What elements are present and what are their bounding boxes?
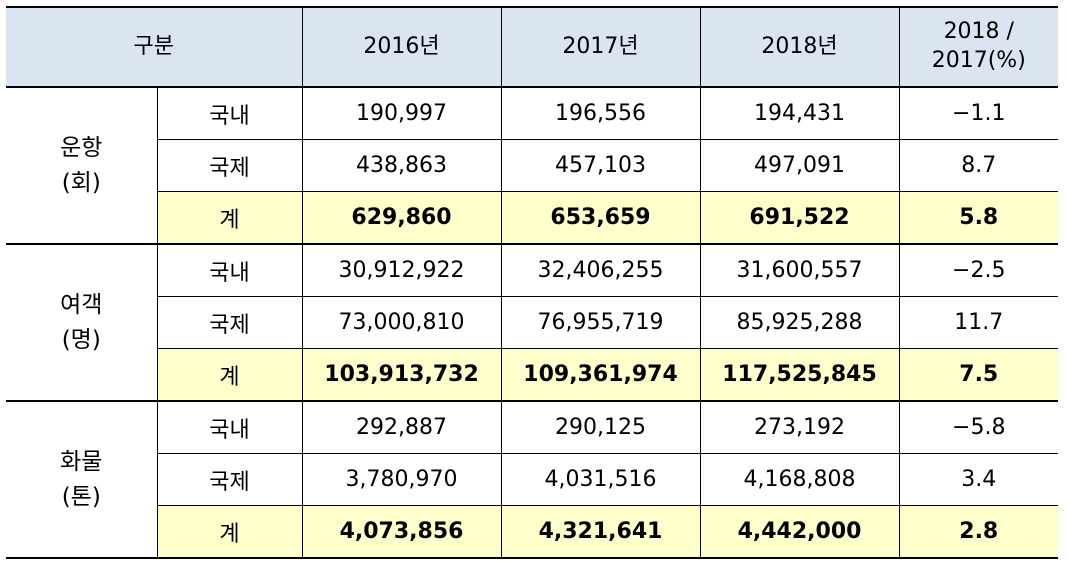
- header-ratio: 2018 / 2017(%): [898, 6, 1059, 88]
- cell-2018: 273,192: [699, 400, 900, 454]
- cell-2017: 4,031,516: [500, 453, 701, 506]
- cell-ratio: 2.8: [898, 505, 1059, 559]
- cell-2017: 109,361,974: [500, 348, 701, 402]
- header-ratio-line2: 2017(%): [931, 48, 1026, 73]
- group-label-flights: 운항 (회): [6, 86, 158, 245]
- cell-2016: 103,913,732: [301, 348, 502, 402]
- cell-2018: 194,431: [699, 86, 900, 140]
- header-2016: 2016년: [301, 6, 502, 88]
- table-row: 운항 (회) 국내 190,997 196,556 194,431 −1.1: [6, 86, 1059, 245]
- group-label-line1: 화물: [60, 449, 103, 475]
- cell-2016: 438,863: [301, 139, 502, 192]
- total-row: 계 103,913,732 109,361,974 117,525,845 7.…: [6, 348, 1059, 402]
- cell-2018: 85,925,288: [699, 296, 900, 349]
- cell-2017: 290,125: [500, 400, 701, 454]
- cell-ratio: −1.1: [898, 86, 1059, 140]
- total-row: 계 4,073,856 4,321,641 4,442,000 2.8: [6, 505, 1059, 559]
- row-sub-label: 계: [157, 191, 303, 245]
- cell-2016: 73,000,810: [301, 296, 502, 349]
- group-label-line2: (회): [61, 169, 101, 196]
- cell-2016: 4,073,856: [301, 505, 502, 559]
- cell-2016: 292,887: [301, 400, 502, 454]
- table-row: 화물 (톤) 국내 292,887 290,125 273,192 −5.8: [6, 400, 1059, 559]
- cell-2018: 4,168,808: [699, 453, 900, 506]
- cell-ratio: 11.7: [898, 296, 1059, 349]
- cell-2016: 190,997: [301, 86, 502, 140]
- cell-ratio: 7.5: [898, 348, 1059, 402]
- group-label-passengers: 여객 (명): [6, 243, 158, 402]
- cell-2017: 4,321,641: [500, 505, 701, 559]
- statistics-table: 구분 2016년 2017년 2018년 2018 / 2017(%) 운항 (…: [6, 6, 1059, 559]
- row-sub-label: 국제: [157, 296, 303, 349]
- cell-2018: 117,525,845: [699, 348, 900, 402]
- group-label-line2: (명): [61, 326, 101, 353]
- cell-2017: 76,955,719: [500, 296, 701, 349]
- group-label-line1: 여객: [60, 292, 103, 318]
- row-sub-label: 국내: [156, 86, 303, 140]
- group-label-line2: (톤): [61, 483, 101, 510]
- row-sub-label: 계: [157, 348, 303, 402]
- cell-ratio: 5.8: [898, 191, 1059, 245]
- total-row: 계 629,860 653,659 691,522 5.8: [6, 191, 1059, 245]
- header-category: 구분: [6, 6, 303, 88]
- cell-2018: 4,442,000: [699, 505, 900, 559]
- cell-2017: 32,406,255: [500, 243, 701, 297]
- header-2017: 2017년: [500, 6, 701, 88]
- header-row: 구분 2016년 2017년 2018년 2018 / 2017(%): [6, 6, 1059, 88]
- cell-ratio: −2.5: [898, 243, 1059, 297]
- group-label-line1: 운항: [60, 135, 103, 161]
- row-sub-label: 국제: [157, 453, 303, 506]
- cell-2018: 497,091: [699, 139, 900, 192]
- table-row: 국제 3,780,970 4,031,516 4,168,808 3.4: [6, 453, 1059, 506]
- row-sub-label: 계: [157, 505, 303, 559]
- row-sub-label: 국제: [157, 139, 303, 192]
- cell-2018: 691,522: [699, 191, 900, 245]
- cell-2016: 3,780,970: [301, 453, 502, 506]
- header-2018: 2018년: [699, 6, 900, 88]
- group-label-cargo: 화물 (톤): [6, 400, 158, 559]
- table-row: 여객 (명) 국내 30,912,922 32,406,255 31,600,5…: [6, 243, 1059, 402]
- row-sub-label: 국내: [156, 400, 303, 454]
- cell-2016: 629,860: [301, 191, 502, 245]
- cell-ratio: 8.7: [898, 139, 1059, 192]
- cell-2016: 30,912,922: [301, 243, 502, 297]
- table-row: 국제 438,863 457,103 497,091 8.7: [6, 139, 1059, 192]
- cell-ratio: −5.8: [898, 400, 1059, 454]
- row-sub-label: 국내: [156, 243, 303, 297]
- cell-2017: 196,556: [500, 86, 701, 140]
- cell-2018: 31,600,557: [699, 243, 900, 297]
- cell-ratio: 3.4: [898, 453, 1059, 506]
- cell-2017: 457,103: [500, 139, 701, 192]
- table-row: 국제 73,000,810 76,955,719 85,925,288 11.7: [6, 296, 1059, 349]
- cell-2017: 653,659: [500, 191, 701, 245]
- header-ratio-line1: 2018 /: [943, 19, 1014, 45]
